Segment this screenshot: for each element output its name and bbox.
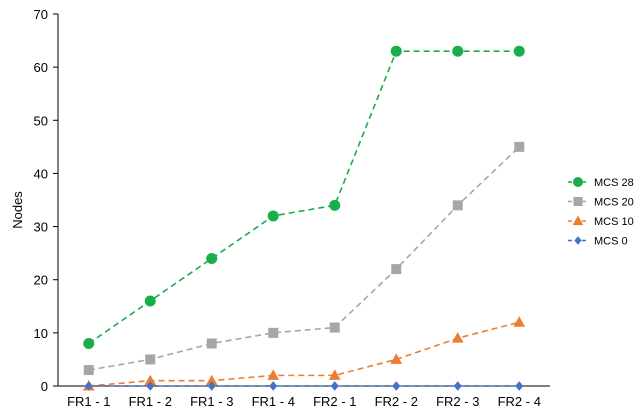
data-point	[145, 354, 156, 365]
y-tick-label: 20	[34, 273, 48, 288]
data-point	[514, 141, 525, 152]
data-point	[330, 381, 339, 391]
data-point	[452, 200, 463, 211]
data-point	[206, 338, 217, 349]
legend-marker	[573, 177, 583, 187]
y-axis-title: Nodes	[10, 191, 25, 229]
legend-item: MCS 10	[568, 215, 634, 228]
data-point	[267, 369, 280, 380]
x-tick-label: FR2 - 4	[498, 394, 541, 409]
x-tick-label: FR1 - 1	[67, 394, 110, 409]
data-point	[513, 45, 525, 57]
data-point	[83, 337, 95, 349]
series-line	[88, 321, 520, 387]
y-tick-label: 10	[34, 326, 48, 341]
data-point	[144, 295, 156, 307]
x-tick-label: FR1 - 3	[190, 394, 233, 409]
y-tick-label: 70	[34, 7, 48, 22]
data-point	[328, 369, 341, 380]
data-point	[269, 381, 278, 391]
legend-label: MCS 20	[594, 197, 634, 209]
x-tick-label: FR2 - 2	[375, 394, 418, 409]
y-tick-label: 50	[34, 113, 48, 128]
legend-item: MCS 20	[568, 197, 634, 209]
legend-marker	[572, 215, 584, 226]
data-point	[329, 322, 340, 333]
data-point	[390, 45, 402, 57]
series-layer	[82, 45, 526, 391]
data-point	[451, 332, 464, 343]
legend-label: MCS 0	[594, 236, 628, 248]
data-point	[268, 327, 279, 338]
series-mcs-20	[83, 141, 525, 376]
legend-item: MCS 0	[568, 236, 628, 248]
data-point	[84, 381, 93, 391]
data-point	[513, 316, 526, 327]
legend-marker	[573, 197, 583, 206]
data-point	[453, 381, 462, 391]
data-point	[390, 353, 403, 364]
legend: MCS 28 MCS 20 MCS 10 MCS 0	[568, 177, 634, 248]
y-tick-label: 60	[34, 60, 48, 75]
series-mcs-10	[82, 316, 526, 391]
x-tick-label: FR2 - 3	[436, 394, 479, 409]
legend-marker	[574, 236, 582, 245]
data-point	[206, 252, 218, 264]
data-point	[83, 365, 94, 376]
data-point	[452, 45, 464, 57]
data-point	[391, 264, 402, 275]
data-point	[329, 199, 341, 211]
legend-label: MCS 28	[594, 177, 634, 189]
x-tick-label: FR2 - 1	[313, 394, 356, 409]
axes: 0 10 20 30 40 50 60 70 FR1 - 1 FR1 - 2 FR1 - 3 FR1 …	[34, 7, 550, 409]
data-point	[146, 381, 155, 391]
y-tick-label: 40	[34, 166, 48, 181]
y-tick-label: 30	[34, 220, 48, 235]
data-point	[515, 381, 524, 391]
legend-label: MCS 10	[594, 216, 634, 228]
data-point	[392, 381, 401, 391]
y-tick-label: 0	[41, 379, 48, 394]
legend-item: MCS 28	[568, 177, 634, 189]
series-line	[88, 146, 520, 371]
series-line	[88, 50, 520, 345]
series-mcs-0	[84, 381, 524, 391]
x-tick-label: FR1 - 2	[129, 394, 172, 409]
data-point	[267, 210, 279, 222]
series-mcs-28	[83, 45, 525, 349]
data-point	[207, 381, 216, 391]
x-tick-label: FR1 - 4	[252, 394, 295, 409]
